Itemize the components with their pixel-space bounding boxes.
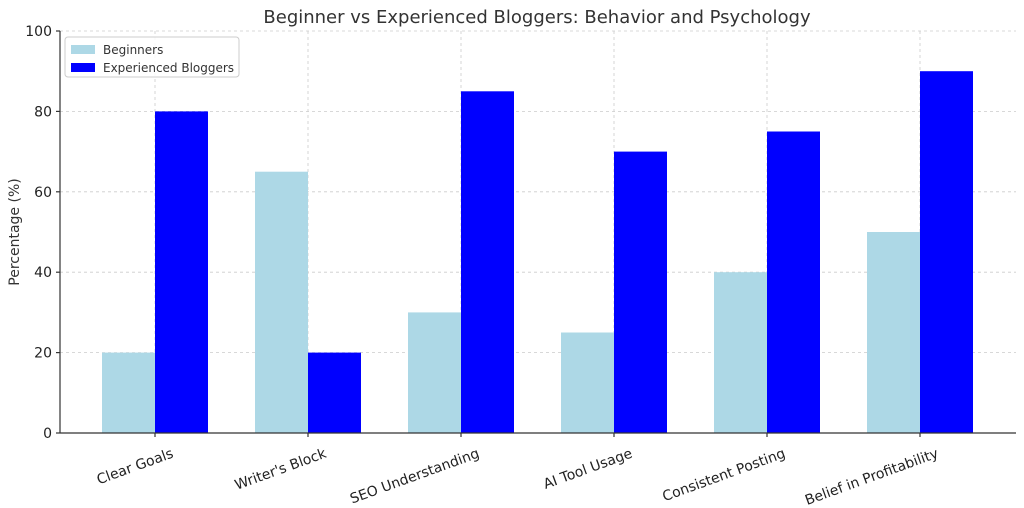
chart-title: Beginner vs Experienced Bloggers: Behavi… (263, 7, 811, 28)
y-tick-label-3: 60 (34, 185, 52, 201)
bar-beginners-4 (714, 272, 767, 433)
y-axis-label: Percentage (%) (7, 178, 23, 285)
x-tick-label-2: SEO Understanding (348, 446, 482, 508)
bar-experienced-2 (461, 91, 514, 434)
y-tick-label-2: 40 (34, 265, 52, 281)
bar-beginners-3 (561, 332, 614, 433)
legend-box (64, 36, 240, 78)
bar-experienced-4 (767, 131, 820, 433)
x-tick-label-1: Writer's Block (233, 445, 330, 493)
bar-beginners-5 (867, 232, 920, 433)
bar-experienced-0 (155, 111, 208, 434)
bar-experienced-5 (920, 71, 973, 433)
y-tick-label-0: 0 (43, 426, 52, 442)
bars (102, 71, 973, 434)
legend: Beginners Experienced Bloggers (64, 36, 240, 78)
y-tick-label-5: 100 (25, 24, 52, 40)
bar-beginners-1 (255, 171, 308, 433)
legend-label-0: Beginners (103, 43, 163, 57)
x-tick-label-4: Consistent Posting (660, 446, 787, 505)
bar-beginners-2 (408, 312, 461, 433)
bar-experienced-3 (614, 151, 667, 433)
legend-swatch-1 (71, 63, 95, 72)
bar-experienced-1 (308, 352, 361, 433)
x-tick-label-3: AI Tool Usage (541, 446, 634, 493)
y-tick-label-4: 80 (34, 104, 52, 120)
legend-label-1: Experienced Bloggers (103, 61, 234, 75)
legend-swatch-0 (71, 45, 95, 54)
x-tick-labels: Clear Goals Writer's Block SEO Understandi… (95, 433, 941, 508)
y-tick-label-1: 20 (34, 346, 52, 362)
bar-beginners-0 (102, 352, 155, 433)
x-tick-label-5: Belief in Profitability (803, 446, 941, 508)
y-tick-labels: 0 20 40 60 80 100 (25, 24, 60, 442)
x-tick-label-0: Clear Goals (95, 446, 176, 488)
axes (59, 31, 1016, 434)
